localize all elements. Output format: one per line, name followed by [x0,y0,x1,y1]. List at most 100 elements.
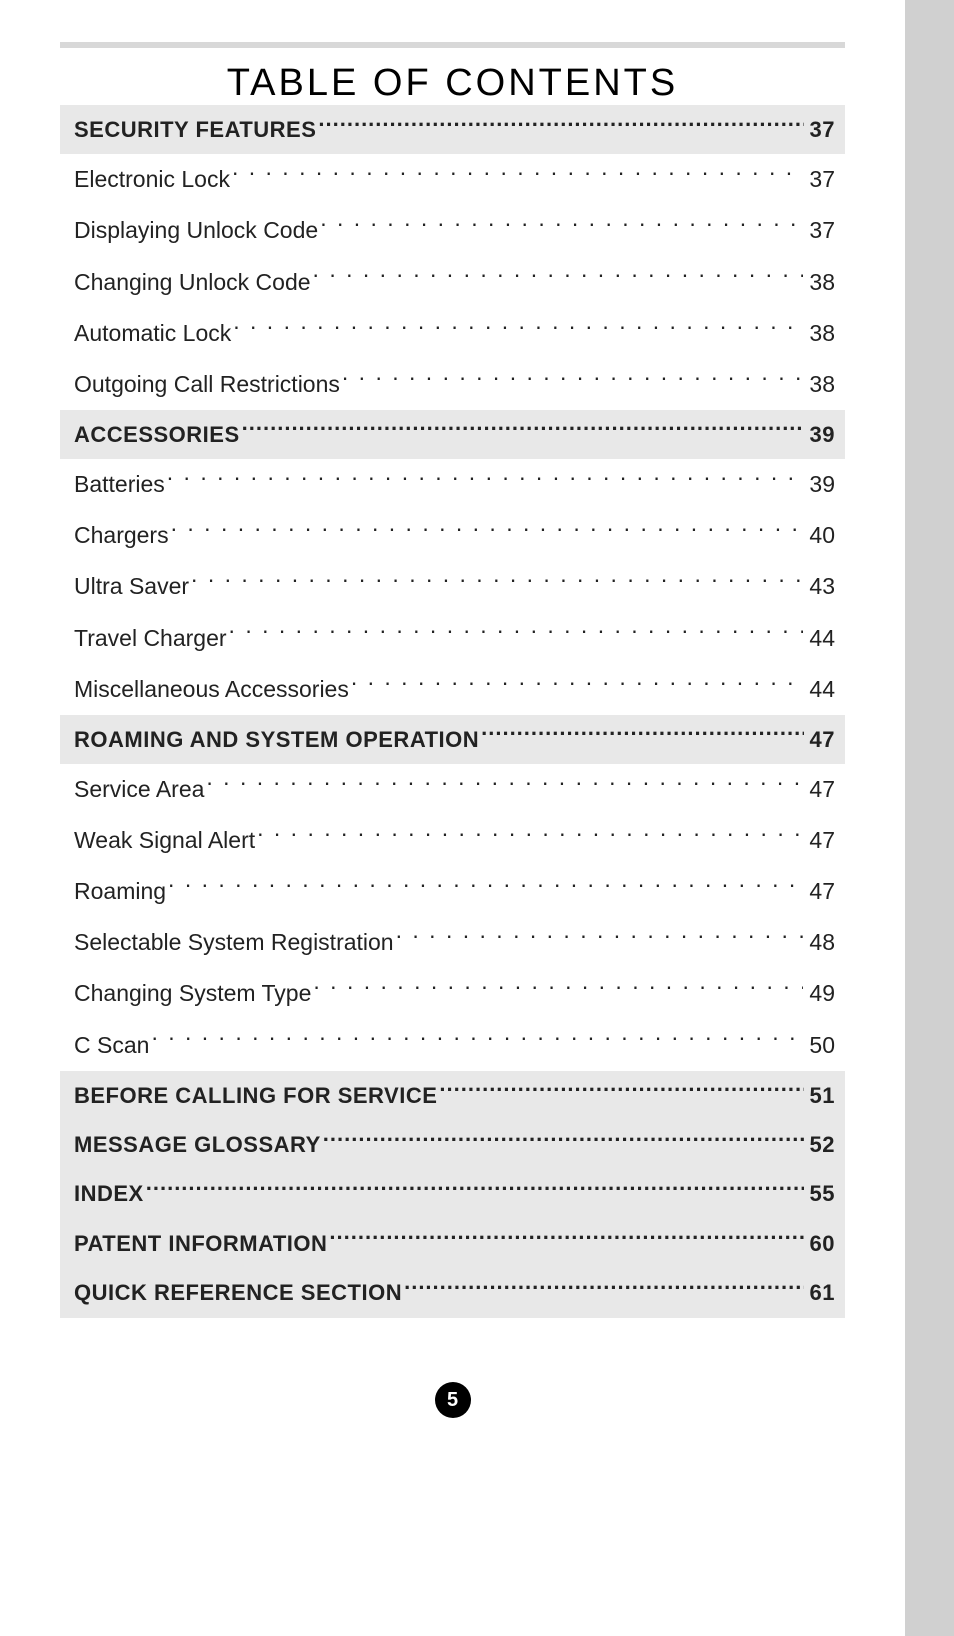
toc-label: ROAMING AND SYSTEM OPERATION [74,721,479,758]
dot-leader [313,976,803,1001]
toc-page-number: 37 [809,160,835,199]
toc-page-number: 49 [809,974,835,1013]
toc-label: Selectable System Registration [74,923,394,962]
dot-leader [191,569,803,594]
dot-leader [404,1276,803,1300]
dot-leader [396,925,804,950]
title-rule [60,42,845,48]
toc-label: Displaying Unlock Code [74,211,318,250]
toc-label: Outgoing Call Restrictions [74,365,340,404]
toc-section: SECURITY FEATURES 37 [60,105,845,154]
toc-label: Changing System Type [74,974,311,1013]
dot-leader [167,467,804,492]
dot-leader [313,264,804,289]
toc-label: Batteries [74,465,165,504]
toc-page-number: 37 [810,111,835,148]
toc-item: Ultra Saver 43 [60,561,845,612]
toc-label: Service Area [74,770,204,809]
toc-page-number: 61 [810,1274,835,1311]
toc-label: Changing Unlock Code [74,263,311,302]
toc-label: Ultra Saver [74,567,189,606]
dot-leader [318,113,803,137]
dot-leader [151,1027,803,1052]
toc-item: Selectable System Registration 48 [60,917,845,968]
toc-item: Service Area 47 [60,764,845,815]
dot-leader [171,518,804,543]
toc-label: C Scan [74,1026,149,1065]
toc-item: Batteries 39 [60,459,845,510]
toc-label: Travel Charger [74,619,227,658]
toc-page-number: 40 [809,516,835,555]
dot-leader [168,874,803,899]
toc-label: Miscellaneous Accessories [74,670,349,709]
toc-section: INDEX 55 [60,1169,845,1218]
toc-section: ROAMING AND SYSTEM OPERATION 47 [60,715,845,764]
toc-page-number: 55 [810,1175,835,1212]
toc-item: Outgoing Call Restrictions 38 [60,359,845,410]
toc-section: MESSAGE GLOSSARY 52 [60,1120,845,1169]
dot-leader [342,366,804,391]
toc-label: Automatic Lock [74,314,231,353]
table-of-contents: SECURITY FEATURES37Electronic Lock37Disp… [60,105,845,1318]
toc-item: Displaying Unlock Code 37 [60,205,845,256]
dot-leader [257,823,803,848]
dot-leader [351,671,804,696]
toc-page-number: 52 [810,1126,835,1163]
dot-leader [481,723,803,747]
toc-item: C Scan 50 [60,1020,845,1071]
toc-item: Electronic Lock 37 [60,154,845,205]
toc-item: Changing Unlock Code 38 [60,257,845,308]
toc-item: Changing System Type 49 [60,968,845,1019]
toc-page-number: 47 [810,721,835,758]
toc-page-number: 38 [809,314,835,353]
dot-leader [232,162,803,187]
toc-page-number: 44 [809,670,835,709]
dot-leader [233,315,803,340]
toc-label: ACCESSORIES [74,416,240,453]
toc-page-number: 37 [809,211,835,250]
toc-item: Automatic Lock 38 [60,308,845,359]
toc-page-number: 51 [810,1077,835,1114]
dot-leader [329,1227,803,1251]
toc-item: Travel Charger 44 [60,613,845,664]
toc-section: QUICK REFERENCE SECTION 61 [60,1268,845,1317]
toc-section: BEFORE CALLING FOR SERVICE 51 [60,1071,845,1120]
toc-label: Roaming [74,872,166,911]
toc-label: INDEX [74,1175,144,1212]
toc-page-number: 47 [809,872,835,911]
toc-item: Chargers 40 [60,510,845,561]
dot-leader [323,1128,804,1152]
toc-label: Chargers [74,516,169,555]
toc-section: PATENT INFORMATION60 [60,1219,845,1268]
toc-label: PATENT INFORMATION [74,1225,327,1262]
toc-item: Miscellaneous Accessories 44 [60,664,845,715]
toc-page-number: 44 [809,619,835,658]
dot-leader [320,213,803,238]
toc-page-number: 47 [809,770,835,809]
dot-leader [206,772,803,797]
toc-page-number: 38 [809,365,835,404]
toc-page-number: 39 [809,465,835,504]
toc-item: Roaming 47 [60,866,845,917]
toc-label: QUICK REFERENCE SECTION [74,1274,402,1311]
dot-leader [242,418,804,442]
page-number-badge: 5 [435,1382,471,1418]
toc-label: SECURITY FEATURES [74,111,316,148]
toc-page-number: 38 [809,263,835,302]
toc-label: Weak Signal Alert [74,821,255,860]
document-page: Table of Contents SECURITY FEATURES37Ele… [0,0,905,1636]
toc-page-number: 43 [809,567,835,606]
dot-leader [439,1078,803,1102]
toc-label: MESSAGE GLOSSARY [74,1126,321,1163]
toc-label: BEFORE CALLING FOR SERVICE [74,1077,437,1114]
dot-leader [146,1177,804,1201]
toc-section: ACCESSORIES 39 [60,410,845,459]
toc-page-number: 50 [809,1026,835,1065]
page-number: 5 [447,1389,458,1412]
dot-leader [229,620,804,645]
toc-item: Weak Signal Alert 47 [60,815,845,866]
toc-page-number: 47 [809,821,835,860]
toc-page-number: 48 [809,923,835,962]
toc-page-number: 39 [810,416,835,453]
toc-label: Electronic Lock [74,160,230,199]
